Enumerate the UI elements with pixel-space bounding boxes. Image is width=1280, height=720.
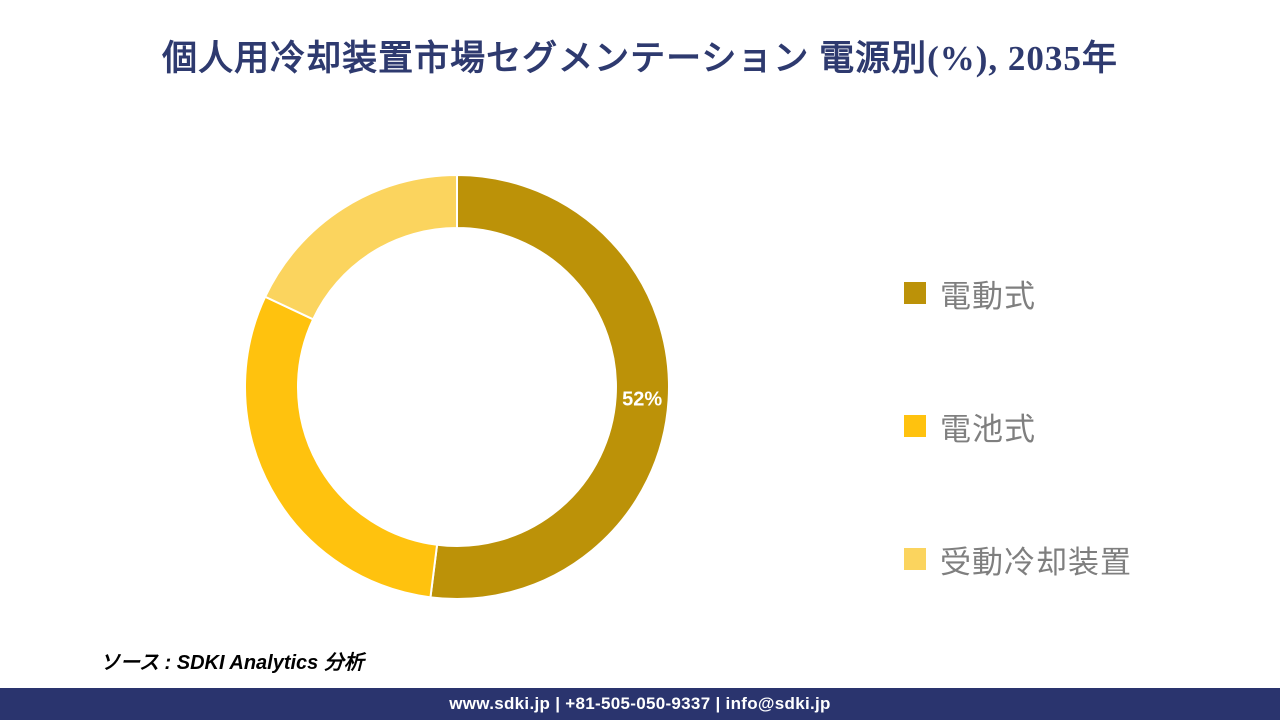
footer-bar: www.sdki.jp | +81-505-050-9337 | info@sd… xyxy=(0,688,1280,720)
legend-item-battery: 電池式 xyxy=(904,409,1132,447)
footer-contact-text: www.sdki.jp | +81-505-050-9337 | info@sd… xyxy=(449,694,831,713)
legend-swatch-battery xyxy=(904,415,926,437)
donut-segment-1 xyxy=(244,295,439,599)
legend-swatch-passive-cooling xyxy=(904,548,926,570)
legend-label-electric: 電動式 xyxy=(940,278,1036,314)
legend-label-battery: 電池式 xyxy=(940,411,1036,447)
legend-item-passive-cooling: 受動冷却装置 xyxy=(904,542,1132,580)
donut-segment-2 xyxy=(263,173,458,321)
chart-title: 個人用冷却装置市場セグメンテーション 電源別(%), 2035年 xyxy=(162,39,1118,78)
legend: 電動式 電池式 受動冷却装置 xyxy=(904,276,1132,580)
donut-chart: 52% xyxy=(243,173,671,601)
donut-data-label-0: 52% xyxy=(622,389,662,411)
legend-item-electric: 電動式 xyxy=(904,276,1132,314)
legend-swatch-electric xyxy=(904,282,926,304)
donut-chart-svg: 52% xyxy=(244,173,670,600)
legend-label-passive-cooling: 受動冷却装置 xyxy=(940,544,1132,580)
donut-segment-0 xyxy=(429,173,670,600)
source-note: ソース : SDKI Analytics 分析 xyxy=(100,652,364,674)
